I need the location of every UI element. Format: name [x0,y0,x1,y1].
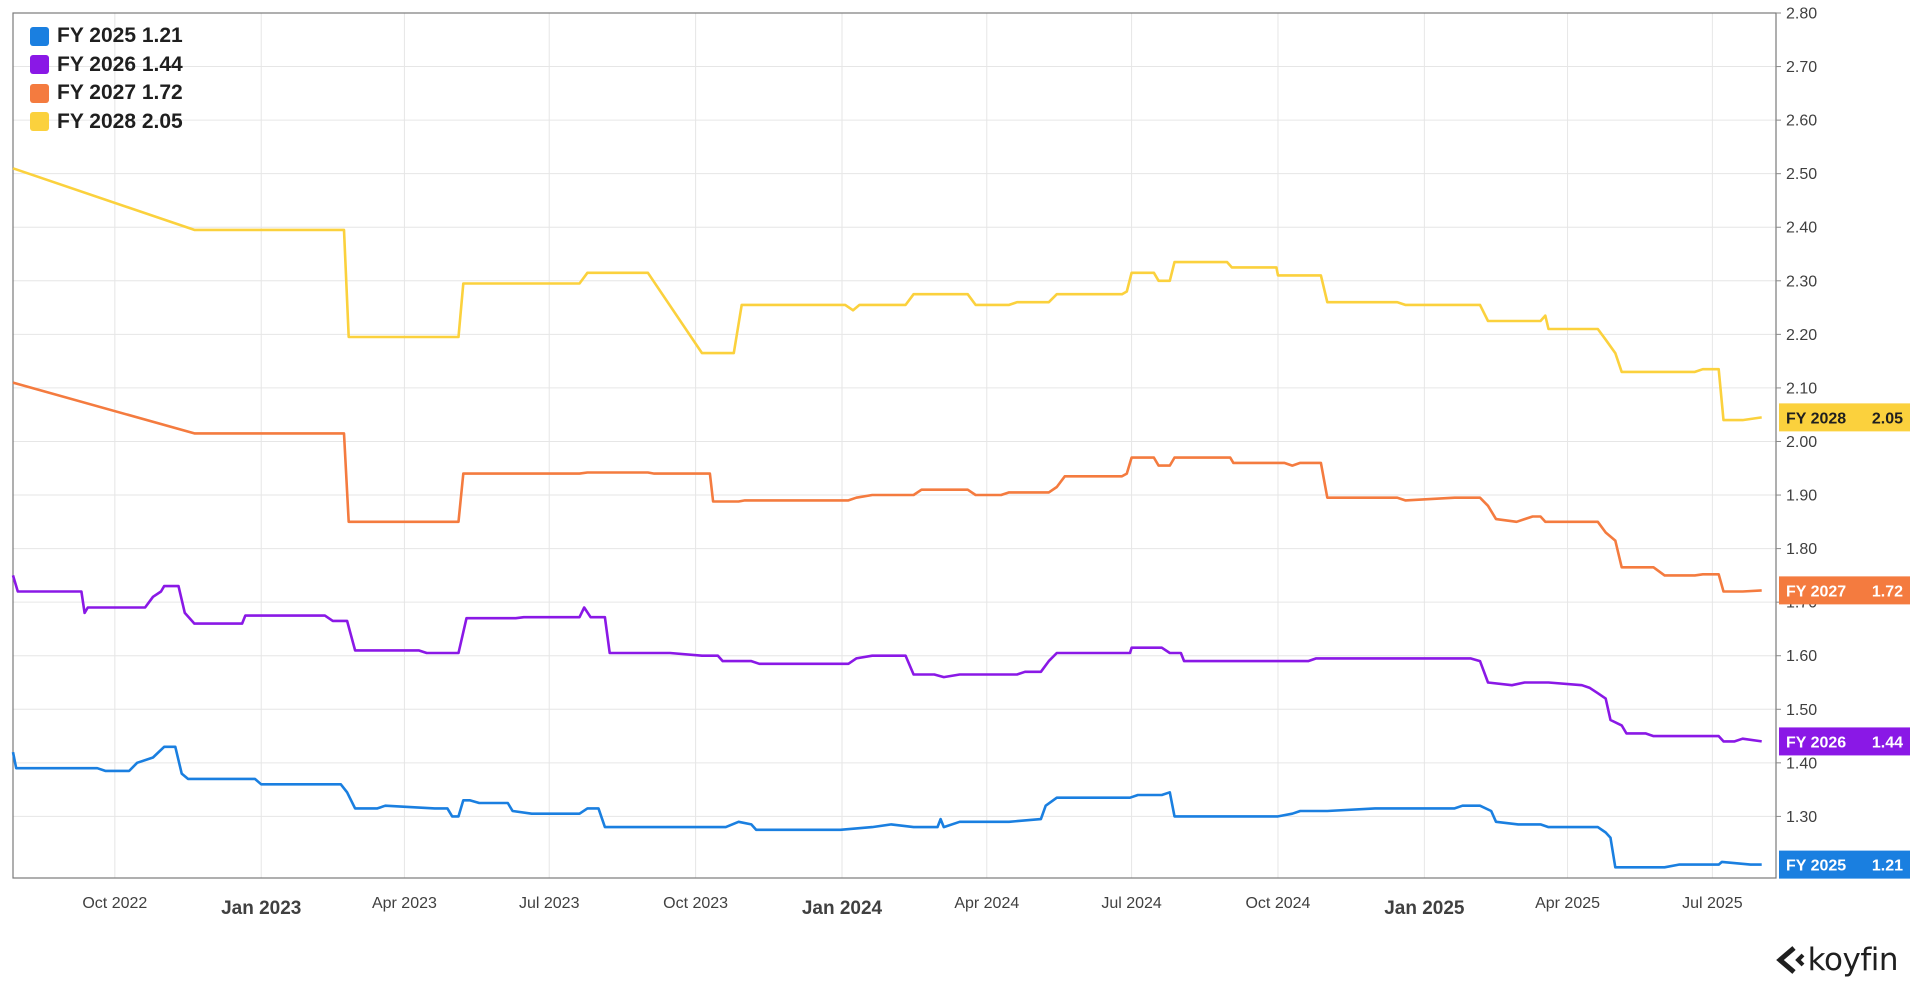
y-tick-label: 1.40 [1786,755,1817,772]
koyfin-logo-icon [1775,946,1805,974]
legend-item-fy2026[interactable]: FY 2026 1.44 [30,51,183,80]
series-line-fy-2025 [11,745,1762,869]
y-tick-label: 2.00 [1786,434,1817,451]
legend-label-fy2028: FY 2028 2.05 [57,109,183,133]
badge-background [1779,403,1910,432]
y-tick-label: 2.60 [1786,113,1817,130]
badge-series-value: 1.44 [1872,734,1903,751]
x-tick-label: Oct 2023 [663,895,728,912]
series-line-fy-2027 [12,381,1762,593]
badge-series-value: 2.05 [1872,410,1903,427]
badge-series-value: 1.72 [1872,583,1903,600]
brand-name: koyfin [1807,942,1899,978]
series-line-fy-2026 [11,575,1762,743]
badge-series-name: FY 2027 [1786,583,1846,600]
grid [13,12,1776,878]
y-tick-label: 1.80 [1786,541,1817,558]
last-value-badge-fy-2025: FY 2025 1.21 [1779,850,1910,879]
y-tick-label: 1.50 [1786,702,1817,719]
legend-swatch-fy2025 [30,26,49,46]
badge-series-name: FY 2028 [1786,410,1846,427]
x-tick-label: Jan 2025 [1384,898,1465,919]
badge-background [1779,576,1910,605]
brand-logo: koyfin [1774,942,1899,978]
x-tick-label: Jul 2023 [519,895,580,912]
legend-item-fy2027[interactable]: FY 2027 1.72 [30,79,183,108]
legend: FY 2025 1.21 FY 2026 1.44 FY 2027 1.72 F… [30,22,183,136]
y-tick-label: 2.50 [1786,166,1817,183]
y-tick-label: 1.90 [1786,488,1817,505]
x-tick-label: Apr 2025 [1535,895,1600,912]
y-tick-label: 2.80 [1786,6,1817,23]
series-line-fy-2028 [12,167,1762,422]
x-tick-label: Apr 2024 [954,895,1019,912]
badge-series-name: FY 2026 [1786,734,1846,751]
badge-background [1779,850,1910,879]
y-tick-label: 2.10 [1786,380,1817,397]
badge-series-value: 1.21 [1872,858,1903,875]
legend-swatch-fy2027 [30,83,49,103]
last-value-badges: FY 2025 1.21 FY 2026 1.44 FY 2027 1.72 FY 2028… [1779,403,1910,879]
last-value-badge-fy-2026: FY 2026 1.44 [1779,727,1910,756]
legend-item-fy2025[interactable]: FY 2025 1.21 [30,22,183,51]
y-tick-label: 2.70 [1786,59,1817,76]
legend-swatch-fy2028 [30,112,49,132]
y-tick-label: 1.60 [1786,648,1817,665]
last-value-badge-fy-2027: FY 2027 1.72 [1779,576,1910,605]
y-axis: 1.301.401.501.601.701.801.902.002.102.20… [1776,6,1817,826]
x-tick-label: Oct 2022 [82,895,147,912]
x-tick-label: Apr 2023 [372,895,437,912]
x-tick-label: Jan 2023 [221,898,301,919]
x-tick-label: Jul 2025 [1682,895,1743,912]
x-tick-label: Jan 2024 [802,898,883,919]
series-lines [11,167,1762,869]
x-tick-label: Oct 2024 [1245,895,1310,912]
badge-series-name: FY 2025 [1786,858,1846,875]
y-tick-label: 2.30 [1786,273,1817,290]
legend-label-fy2026: FY 2026 1.44 [57,52,183,76]
legend-label-fy2025: FY 2025 1.21 [57,24,183,48]
legend-label-fy2027: FY 2027 1.72 [57,81,183,105]
y-tick-label: 2.20 [1786,327,1817,344]
legend-item-fy2028[interactable]: FY 2028 2.05 [30,108,183,137]
badge-background [1779,727,1910,756]
legend-swatch-fy2026 [30,55,49,75]
y-tick-label: 2.40 [1786,220,1817,237]
last-value-badge-fy-2028: FY 2028 2.05 [1779,403,1910,432]
x-tick-label: Jul 2024 [1101,895,1162,912]
x-axis: Oct 2022 Jan 2023 Apr 2023 Jul 2023 Oct 2023… [82,895,1742,919]
plot-area-frame [12,12,1777,879]
y-tick-label: 1.30 [1786,809,1817,826]
